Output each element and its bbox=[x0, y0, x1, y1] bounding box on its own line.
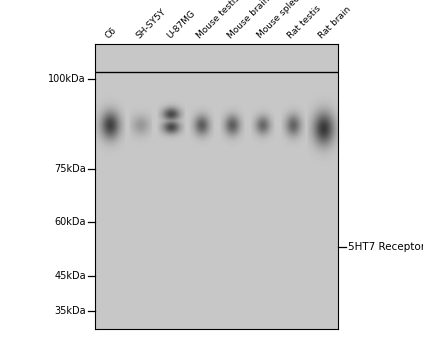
Text: 35kDa: 35kDa bbox=[54, 306, 86, 316]
Text: SH-SY5Y: SH-SY5Y bbox=[135, 7, 168, 40]
Text: 45kDa: 45kDa bbox=[54, 271, 86, 280]
Text: 5HT7 Receptor: 5HT7 Receptor bbox=[348, 242, 423, 252]
Text: Rat brain: Rat brain bbox=[317, 5, 352, 40]
Text: Mouse spleen: Mouse spleen bbox=[256, 0, 306, 40]
Text: Rat testis: Rat testis bbox=[286, 4, 323, 40]
Text: Mouse testis: Mouse testis bbox=[195, 0, 242, 40]
Text: 75kDa: 75kDa bbox=[54, 163, 86, 174]
Text: C6: C6 bbox=[104, 26, 119, 40]
Text: 100kDa: 100kDa bbox=[48, 75, 86, 84]
Text: 60kDa: 60kDa bbox=[55, 217, 86, 227]
Text: U-87MG: U-87MG bbox=[165, 8, 197, 40]
Text: Mouse brain: Mouse brain bbox=[225, 0, 271, 40]
